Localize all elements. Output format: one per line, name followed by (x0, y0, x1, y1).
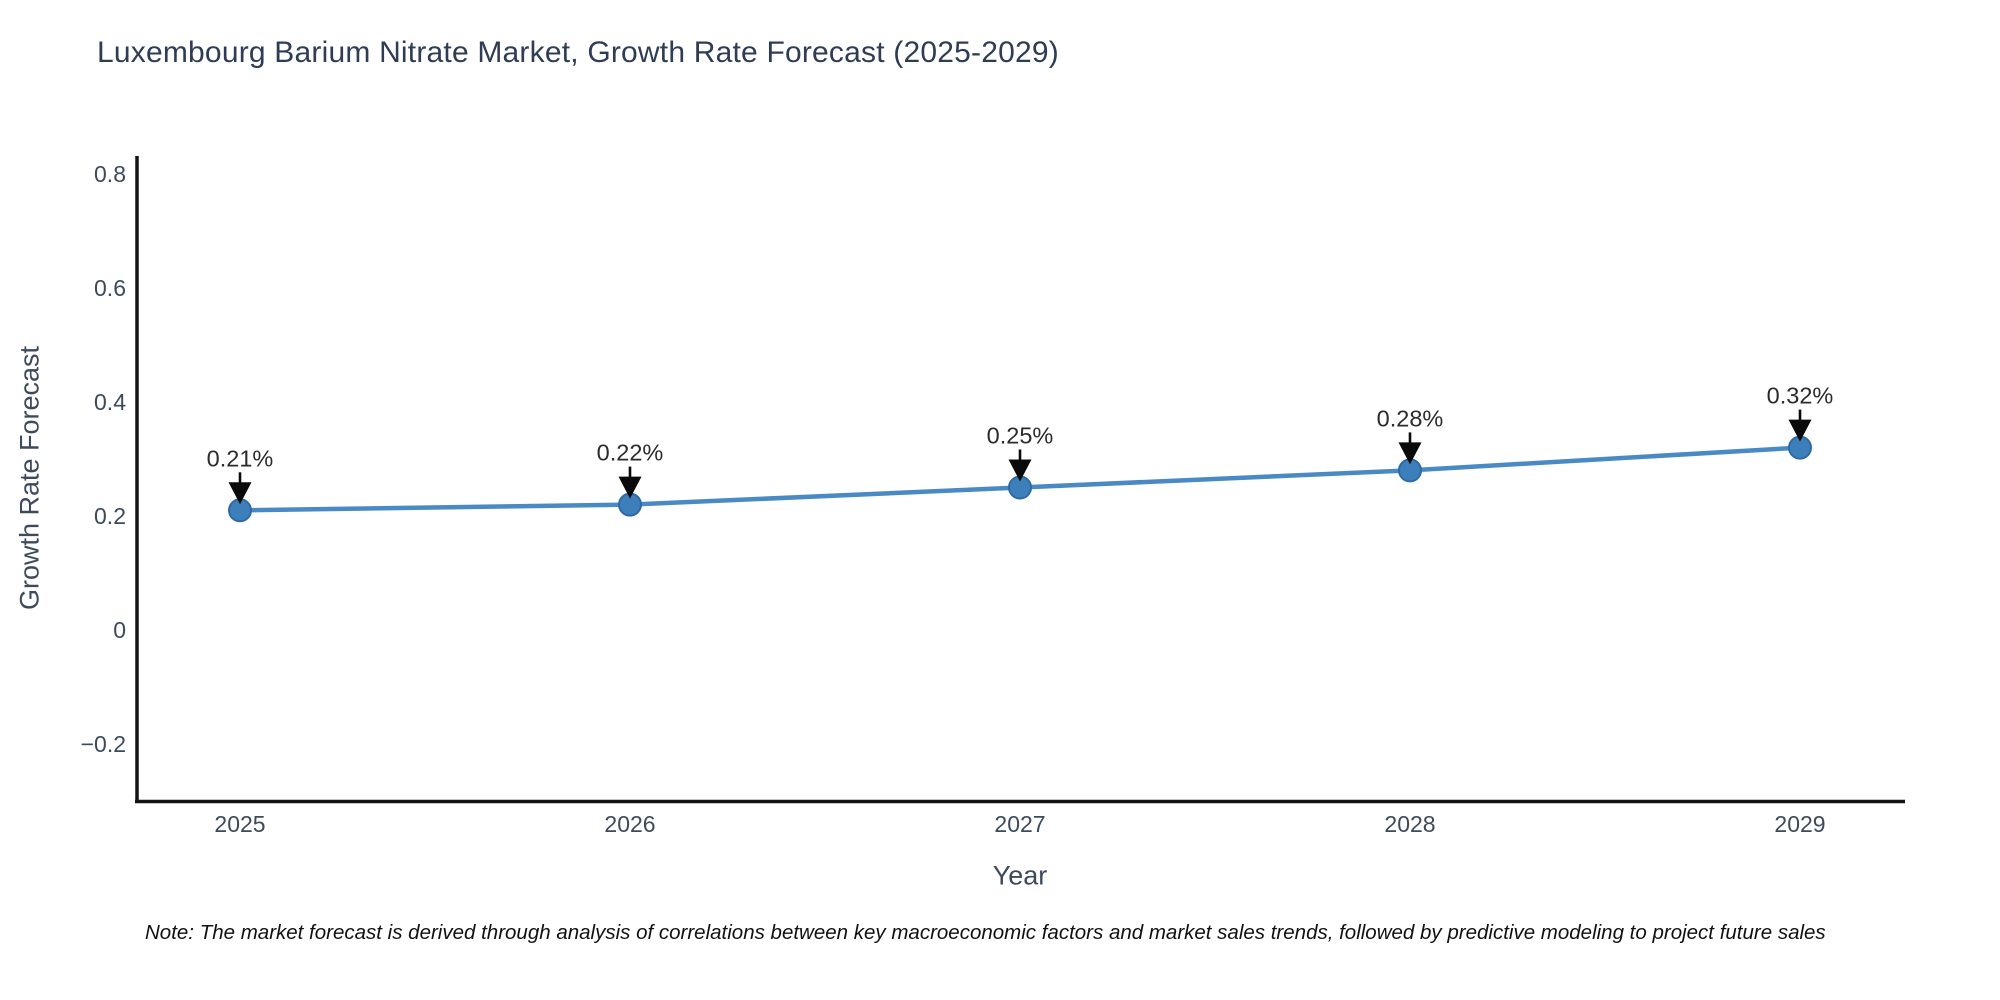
annotation-label: 0.22% (597, 440, 664, 466)
x-tick-label: 2026 (604, 811, 655, 837)
y-axis-title: Growth Rate Forecast (14, 345, 45, 611)
footnote: Note: The market forecast is derived thr… (145, 921, 1826, 944)
annotation-label: 0.21% (207, 445, 274, 471)
y-tick-label: 0.2 (94, 503, 126, 529)
annotation-arrow-head (618, 476, 642, 499)
y-tick-label: −0.2 (81, 731, 126, 757)
annotation-label: 0.32% (1767, 383, 1834, 409)
y-tick-label: 0 (113, 617, 126, 643)
annotation-arrow-head (1788, 419, 1812, 442)
y-tick-label: 0.6 (94, 275, 126, 301)
x-tick-label: 2027 (994, 811, 1045, 837)
annotation-arrow-head (228, 482, 252, 505)
x-axis-title: Year (992, 860, 1048, 891)
x-tick-label: 2029 (1774, 811, 1825, 837)
annotation-label: 0.25% (987, 423, 1054, 449)
x-tick-label: 2025 (214, 811, 265, 837)
annotation-arrow-head (1398, 442, 1422, 465)
x-tick-label: 2028 (1384, 811, 1435, 837)
chart-title: Luxembourg Barium Nitrate Market, Growth… (97, 36, 1059, 69)
annotation-label: 0.28% (1377, 405, 1444, 431)
y-tick-label: 0.4 (94, 389, 126, 415)
annotation-arrow-head (1008, 459, 1032, 482)
y-tick-label: 0.8 (94, 161, 126, 187)
